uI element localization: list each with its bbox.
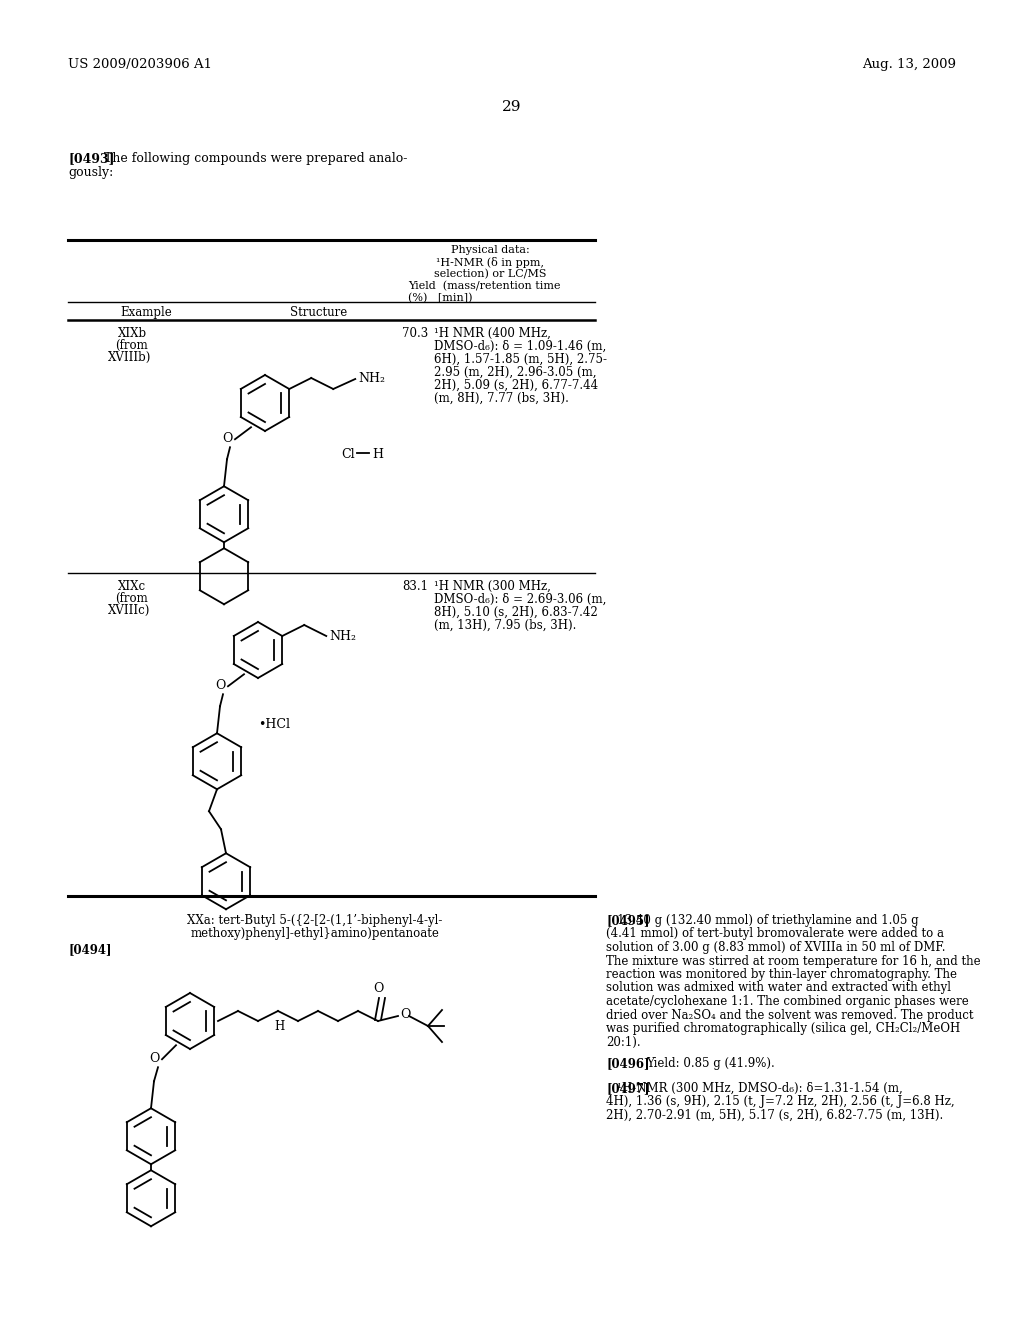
- Text: (%)   [min]): (%) [min]): [408, 293, 472, 304]
- Text: The following compounds were prepared analo-: The following compounds were prepared an…: [104, 152, 408, 165]
- Text: (from: (from: [115, 591, 147, 605]
- Text: ¹H-NMR (300 MHz, DMSO-d₆): δ=1.31-1.54 (m,: ¹H-NMR (300 MHz, DMSO-d₆): δ=1.31-1.54 (…: [606, 1082, 903, 1096]
- Text: [0497]: [0497]: [606, 1082, 649, 1096]
- Text: O: O: [215, 678, 225, 692]
- Text: was purified chromatographically (silica gel, CH₂Cl₂/MeOH: was purified chromatographically (silica…: [606, 1022, 961, 1035]
- Text: 8H), 5.10 (s, 2H), 6.83-7.42: 8H), 5.10 (s, 2H), 6.83-7.42: [434, 606, 598, 619]
- Text: 13.40 g (132.40 mmol) of triethylamine and 1.05 g: 13.40 g (132.40 mmol) of triethylamine a…: [606, 913, 919, 927]
- Text: selection) or LC/MS: selection) or LC/MS: [434, 269, 546, 280]
- Text: 6H), 1.57-1.85 (m, 5H), 2.75-: 6H), 1.57-1.85 (m, 5H), 2.75-: [434, 352, 607, 366]
- Text: O: O: [373, 982, 383, 995]
- Text: 2.95 (m, 2H), 2.96-3.05 (m,: 2.95 (m, 2H), 2.96-3.05 (m,: [434, 366, 597, 379]
- Text: [0493]: [0493]: [68, 152, 115, 165]
- Text: DMSO-d₆): δ = 1.09-1.46 (m,: DMSO-d₆): δ = 1.09-1.46 (m,: [434, 341, 606, 352]
- Text: acetate/cyclohexane 1:1. The combined organic phases were: acetate/cyclohexane 1:1. The combined or…: [606, 995, 969, 1008]
- Text: Yield  (mass/retention time: Yield (mass/retention time: [408, 281, 560, 292]
- Text: ¹H-NMR (δ in ppm,: ¹H-NMR (δ in ppm,: [436, 257, 544, 268]
- Text: (4.41 mmol) of tert-butyl bromovalerate were added to a: (4.41 mmol) of tert-butyl bromovalerate …: [606, 928, 944, 940]
- Text: NH₂: NH₂: [358, 372, 385, 385]
- Text: gously:: gously:: [68, 166, 114, 180]
- Text: 20:1).: 20:1).: [606, 1035, 641, 1048]
- Text: [0494]: [0494]: [68, 942, 112, 956]
- Text: H: H: [273, 1020, 284, 1034]
- Text: XVIIIc): XVIIIc): [108, 605, 151, 616]
- Text: O: O: [148, 1052, 159, 1065]
- Text: Example: Example: [120, 306, 172, 319]
- Text: 83.1: 83.1: [402, 579, 428, 593]
- Text: H: H: [373, 449, 383, 462]
- Text: DMSO-d₆): δ = 2.69-3.06 (m,: DMSO-d₆): δ = 2.69-3.06 (m,: [434, 593, 606, 606]
- Text: solution of 3.00 g (8.83 mmol) of XVIIIa in 50 ml of DMF.: solution of 3.00 g (8.83 mmol) of XVIIIa…: [606, 941, 945, 954]
- Text: solution was admixed with water and extracted with ethyl: solution was admixed with water and extr…: [606, 982, 951, 994]
- Text: XIXc: XIXc: [118, 579, 146, 593]
- Text: 70.3: 70.3: [402, 327, 428, 341]
- Text: reaction was monitored by thin-layer chromatography. The: reaction was monitored by thin-layer chr…: [606, 968, 957, 981]
- Text: Physical data:: Physical data:: [451, 246, 529, 255]
- Text: XIXb: XIXb: [118, 327, 147, 341]
- Text: ¹H NMR (300 MHz,: ¹H NMR (300 MHz,: [434, 579, 551, 593]
- Text: Aug. 13, 2009: Aug. 13, 2009: [862, 58, 956, 71]
- Text: (m, 13H), 7.95 (bs, 3H).: (m, 13H), 7.95 (bs, 3H).: [434, 619, 577, 632]
- Text: [0495]: [0495]: [606, 913, 649, 927]
- Text: 2H), 2.70-2.91 (m, 5H), 5.17 (s, 2H), 6.82-7.75 (m, 13H).: 2H), 2.70-2.91 (m, 5H), 5.17 (s, 2H), 6.…: [606, 1109, 943, 1122]
- Text: Yield: 0.85 g (41.9%).: Yield: 0.85 g (41.9%).: [646, 1057, 775, 1071]
- Text: ¹H NMR (400 MHz,: ¹H NMR (400 MHz,: [434, 327, 551, 341]
- Text: dried over Na₂SO₄ and the solvent was removed. The product: dried over Na₂SO₄ and the solvent was re…: [606, 1008, 974, 1022]
- Text: 4H), 1.36 (s, 9H), 2.15 (t, J=7.2 Hz, 2H), 2.56 (t, J=6.8 Hz,: 4H), 1.36 (s, 9H), 2.15 (t, J=7.2 Hz, 2H…: [606, 1096, 954, 1109]
- Text: Structure: Structure: [290, 306, 347, 319]
- Text: Cl: Cl: [341, 449, 355, 462]
- Text: US 2009/0203906 A1: US 2009/0203906 A1: [68, 58, 212, 71]
- Text: The mixture was stirred at room temperature for 16 h, and the: The mixture was stirred at room temperat…: [606, 954, 981, 968]
- Text: 29: 29: [502, 100, 522, 114]
- Text: XVIIIb): XVIIIb): [108, 351, 152, 364]
- Text: (m, 8H), 7.77 (bs, 3H).: (m, 8H), 7.77 (bs, 3H).: [434, 392, 569, 405]
- Text: methoxy)phenyl]-ethyl}amino)pentanoate: methoxy)phenyl]-ethyl}amino)pentanoate: [190, 927, 439, 940]
- Text: •HCl: •HCl: [258, 718, 290, 731]
- Text: [0496]: [0496]: [606, 1057, 649, 1071]
- Text: XXa: tert-Butyl 5-({2-[2-(1,1’-biphenyl-4-yl-: XXa: tert-Butyl 5-({2-[2-(1,1’-biphenyl-…: [187, 913, 442, 927]
- Text: O: O: [400, 1008, 411, 1022]
- Text: NH₂: NH₂: [330, 630, 356, 643]
- Text: (from: (from: [115, 339, 147, 352]
- Text: 2H), 5.09 (s, 2H), 6.77-7.44: 2H), 5.09 (s, 2H), 6.77-7.44: [434, 379, 598, 392]
- Text: O: O: [222, 432, 232, 445]
